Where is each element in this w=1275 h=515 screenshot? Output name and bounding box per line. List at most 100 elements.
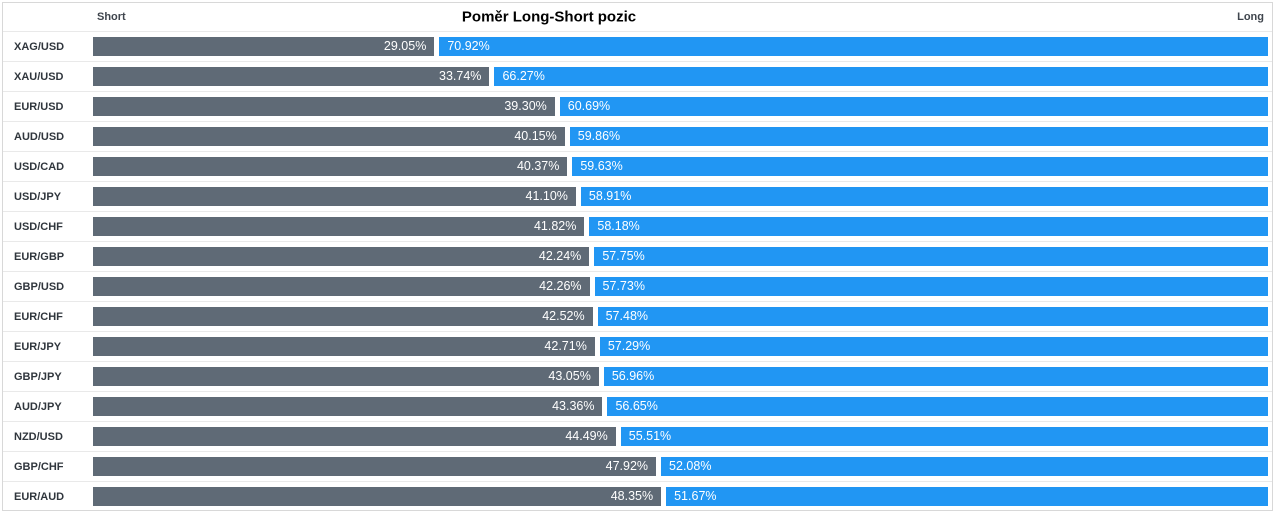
long-bar: 51.67% [666,487,1268,506]
bar-track: 41.82% 58.18% [93,217,1268,236]
short-bar: 41.82% [93,217,585,236]
short-value-label: 29.05% [383,39,427,53]
bar-track: 33.74% 66.27% [93,67,1268,86]
short-bar: 33.74% [93,67,490,86]
bar-track: 41.10% 58.91% [93,187,1268,206]
chart-row: GBP/USD 42.26% 57.73% [3,271,1272,301]
short-bar: 40.37% [93,157,568,176]
long-value-label: 59.86% [577,129,621,143]
currency-pair-label: GBP/JPY [14,370,62,383]
long-value-label: 57.73% [602,279,645,293]
long-bar: 59.86% [569,127,1268,146]
short-bar: 44.49% [93,427,616,446]
currency-pair-label: USD/JPY [14,190,62,203]
bar-track: 48.35% 51.67% [93,487,1268,506]
bar-track: 39.30% 60.69% [93,97,1268,116]
bar-track: 47.92% 52.08% [93,457,1268,476]
chart-row: AUD/JPY 43.36% 56.65% [3,391,1272,421]
chart-title: Poměr Long-Short pozic [461,8,637,26]
chart-row: EUR/USD 39.30% 60.69% [3,91,1272,121]
long-value-label: 57.75% [602,249,645,263]
long-bar: 58.91% [580,187,1268,206]
long-bar: 66.27% [494,67,1268,86]
bar-track: 40.15% 59.86% [93,127,1268,146]
short-bar: 48.35% [93,487,662,506]
long-value-label: 55.51% [628,429,672,443]
chart-row: AUD/USD 40.15% 59.86% [3,121,1272,151]
long-value-label: 52.08% [669,459,712,473]
short-bar: 41.10% [93,187,576,206]
short-bar: 40.15% [93,127,565,146]
short-value-label: 40.15% [514,129,557,143]
currency-pair-label: NZD/USD [14,430,63,443]
short-bar: 29.05% [93,37,435,56]
long-bar: 56.65% [607,397,1268,416]
long-value-label: 58.91% [588,189,632,203]
short-bar: 43.36% [93,397,603,416]
long-value-label: 57.48% [605,309,649,323]
long-bar: 56.96% [603,367,1268,386]
bar-track: 42.52% 57.48% [93,307,1268,326]
short-value-label: 33.74% [439,69,482,83]
short-bar: 42.26% [93,277,590,296]
short-value-label: 41.10% [525,189,568,203]
short-value-label: 42.26% [539,279,582,293]
short-bar: 42.52% [93,307,593,326]
short-bar: 42.71% [93,337,595,356]
currency-pair-label: AUD/JPY [14,400,62,413]
long-bar: 57.75% [594,247,1268,266]
currency-pair-label: AUD/USD [14,130,65,143]
long-axis-label: Long [1237,11,1264,23]
currency-pair-label: USD/CHF [14,220,63,233]
chart-row: EUR/AUD 48.35% 51.67% [3,481,1272,511]
currency-pair-label: EUR/AUD [14,490,65,503]
chart-row: USD/CHF 41.82% 58.18% [3,211,1272,241]
long-bar: 57.48% [597,307,1268,326]
long-value-label: 51.67% [674,489,717,503]
currency-pair-label: XAU/USD [14,70,64,83]
short-value-label: 39.30% [504,99,547,113]
chart-header: Short Poměr Long-Short pozic Long [3,3,1272,31]
currency-pair-label: EUR/CHF [14,310,63,323]
short-value-label: 43.05% [548,369,591,383]
chart-row: EUR/GBP 42.24% 57.75% [3,241,1272,271]
short-value-label: 44.49% [565,429,608,443]
currency-pair-label: XAG/USD [14,40,65,53]
short-bar: 39.30% [93,97,555,116]
short-axis-label: Short [97,11,126,23]
currency-pair-label: USD/CAD [14,160,65,173]
long-bar: 57.73% [594,277,1268,296]
long-bar: 59.63% [572,157,1268,176]
chart-row: USD/JPY 41.10% 58.91% [3,181,1272,211]
long-value-label: 70.92% [447,39,490,53]
chart-row: XAU/USD 33.74% 66.27% [3,61,1272,91]
short-value-label: 42.52% [542,309,585,323]
chart-row: GBP/CHF 47.92% 52.08% [3,451,1272,481]
long-bar: 58.18% [589,217,1268,236]
chart-row: NZD/USD 44.49% 55.51% [3,421,1272,451]
short-value-label: 48.35% [610,489,654,503]
short-bar: 43.05% [93,367,599,386]
long-bar: 52.08% [661,457,1268,476]
bar-track: 42.71% 57.29% [93,337,1268,356]
chart-row: EUR/CHF 42.52% 57.48% [3,301,1272,331]
currency-pair-label: EUR/JPY [14,340,62,353]
short-bar: 42.24% [93,247,590,266]
currency-pair-label: GBP/CHF [14,460,64,473]
long-value-label: 56.65% [615,399,658,413]
long-bar: 57.29% [599,337,1268,356]
short-value-label: 41.82% [533,219,577,233]
currency-pair-label: EUR/GBP [14,250,65,263]
short-value-label: 42.71% [544,339,587,353]
chart-row: EUR/JPY 42.71% 57.29% [3,331,1272,361]
short-value-label: 40.37% [516,159,560,173]
bar-track: 29.05% 70.92% [93,37,1268,56]
bar-track: 43.36% 56.65% [93,397,1268,416]
chart-row: USD/CAD 40.37% 59.63% [3,151,1272,181]
long-value-label: 56.96% [611,369,655,383]
long-bar: 60.69% [559,97,1268,116]
short-value-label: 42.24% [538,249,582,263]
bar-track: 42.24% 57.75% [93,247,1268,266]
